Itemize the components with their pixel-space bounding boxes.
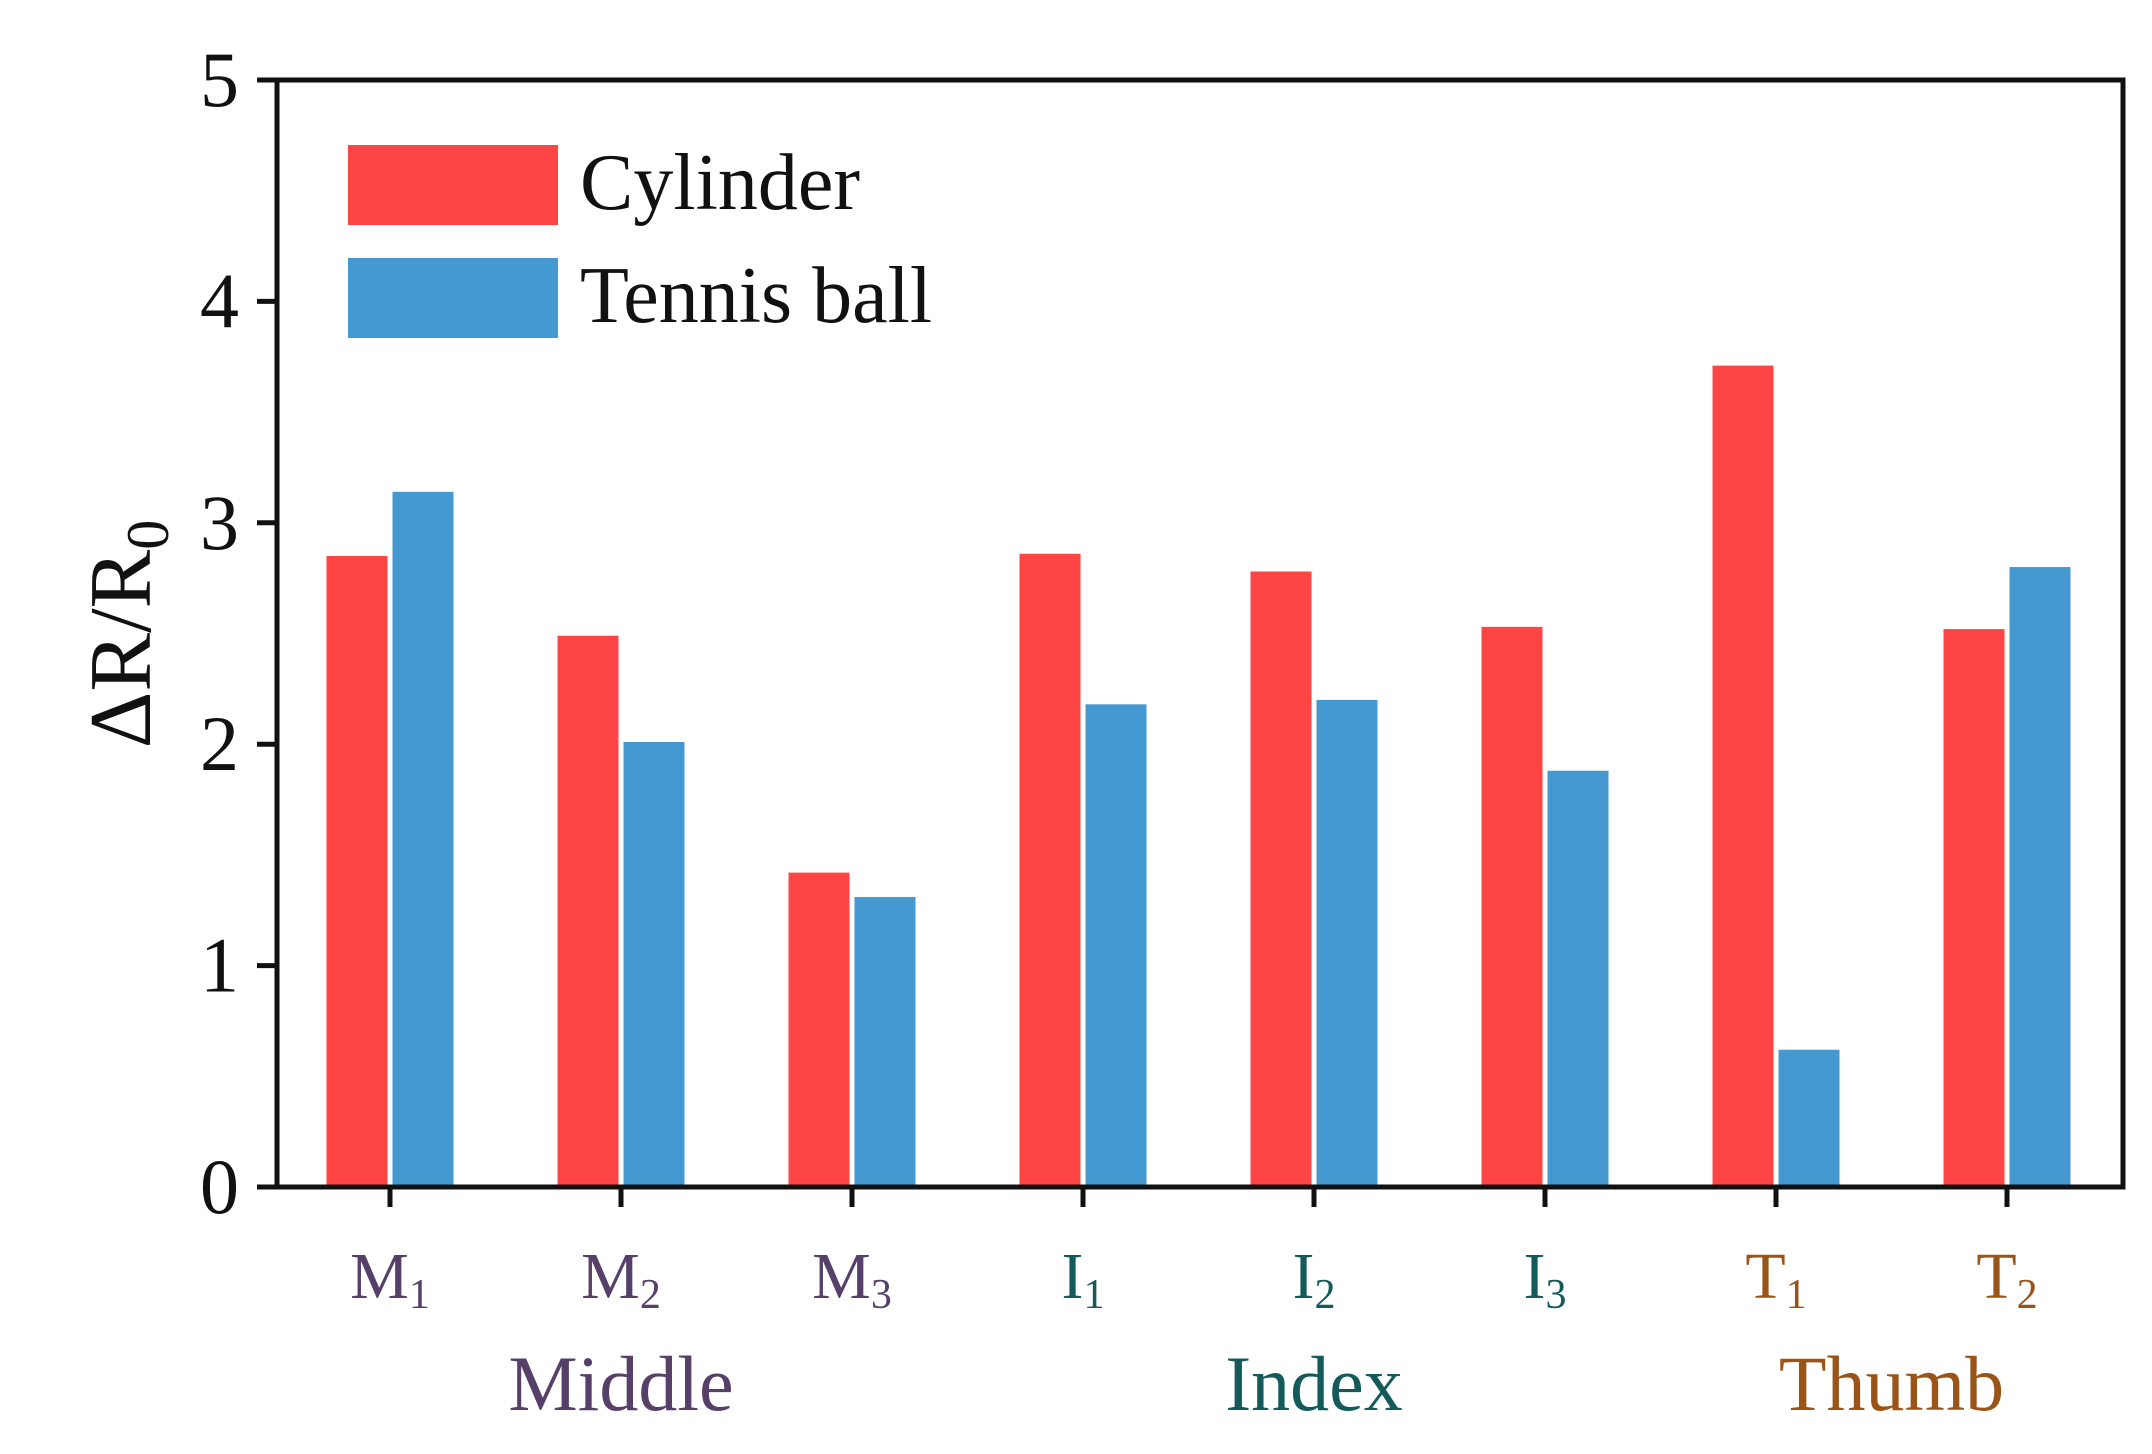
group-label-index: Index xyxy=(1225,1340,1403,1427)
y-tick-label-3: 3 xyxy=(200,479,239,566)
bar-cylinder-3 xyxy=(788,872,850,1187)
x-label-M1: M1 xyxy=(350,1240,430,1318)
y-tick-label-5: 5 xyxy=(200,36,239,123)
bar-cylinder-6 xyxy=(1481,626,1543,1187)
y-axis-title-main: ΔR/R xyxy=(73,549,170,748)
legend: Cylinder Tennis ball xyxy=(348,139,932,340)
bar-cylinder-1 xyxy=(326,556,388,1187)
bar-tennis-ball-3 xyxy=(854,896,916,1187)
y-tick-label-0: 0 xyxy=(200,1143,239,1230)
bars-layer xyxy=(326,365,2071,1188)
bar-cylinder-7 xyxy=(1712,365,1774,1188)
x-label-T1: T1 xyxy=(1745,1240,1806,1318)
group-label-thumb: Thumb xyxy=(1779,1340,2004,1427)
x-label-T2: T2 xyxy=(1976,1240,2037,1318)
group-labels: Middle Index Thumb xyxy=(508,1340,2004,1427)
x-axis-labels: M1 M2 M3 I1 I2 I3 T1 T2 xyxy=(350,1240,2038,1318)
bar-tennis-ball-1 xyxy=(392,491,454,1188)
bar-tennis-ball-2 xyxy=(623,741,685,1187)
bar-cylinder-2 xyxy=(557,635,619,1187)
y-tick-label-1: 1 xyxy=(200,922,239,1009)
x-label-I3: I3 xyxy=(1524,1240,1567,1318)
ticks-layer: 0 1 2 3 4 5 xyxy=(200,36,2010,1230)
x-label-I1: I1 xyxy=(1062,1240,1105,1318)
x-label-I2: I2 xyxy=(1293,1240,1336,1318)
legend-label-cylinder: Cylinder xyxy=(580,139,860,227)
legend-swatch-tennis-ball xyxy=(348,258,558,338)
y-tick-label-2: 2 xyxy=(200,700,239,787)
legend-swatch-cylinder xyxy=(348,145,558,225)
y-axis-title: ΔR/R0 xyxy=(73,520,181,748)
bar-cylinder-4 xyxy=(1019,553,1081,1187)
x-label-M2: M2 xyxy=(581,1240,661,1318)
bar-cylinder-5 xyxy=(1250,571,1312,1187)
bar-tennis-ball-7 xyxy=(1778,1049,1840,1187)
plot-frame xyxy=(274,77,2126,1190)
legend-label-tennis-ball: Tennis ball xyxy=(580,252,932,340)
bar-cylinder-8 xyxy=(1943,629,2005,1187)
bar-tennis-ball-6 xyxy=(1547,770,1609,1187)
group-label-middle: Middle xyxy=(508,1340,733,1427)
x-label-M3: M3 xyxy=(812,1240,892,1318)
y-tick-label-4: 4 xyxy=(200,257,239,344)
bar-tennis-ball-4 xyxy=(1085,704,1147,1187)
bar-tennis-ball-5 xyxy=(1316,699,1378,1187)
y-axis-title-subscript: 0 xyxy=(115,520,181,550)
bar-tennis-ball-8 xyxy=(2009,567,2071,1187)
